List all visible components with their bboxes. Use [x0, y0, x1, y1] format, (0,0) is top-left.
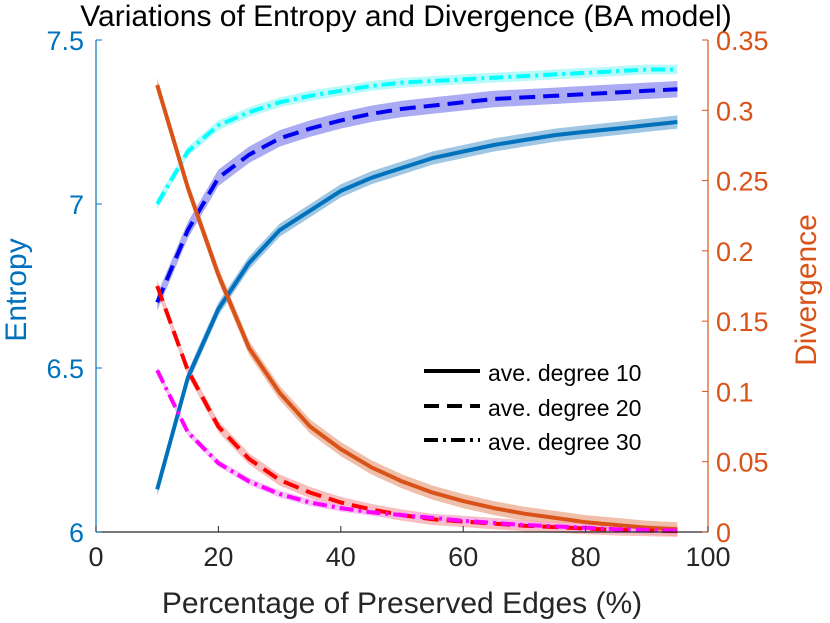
band-entropy-deg20 [157, 81, 678, 311]
line-divergence-deg30 [155, 369, 678, 533]
line-divergence-deg10 [155, 84, 678, 532]
y-right-tick-label: 0.15 [716, 307, 769, 337]
y-left-tick-label: 6 [69, 518, 84, 548]
y-right-tick-label: 0 [716, 518, 731, 548]
y-right-tick-label: 0.35 [716, 26, 769, 56]
y-left-tick-label: 7 [69, 190, 84, 220]
y-right-tick-label: 0.25 [716, 167, 769, 197]
legend-label-deg20: ave. degree 20 [488, 395, 641, 421]
line-entropy-deg30 [155, 67, 678, 206]
y-axis-right-label: Divergence [790, 214, 823, 366]
x-tick-label: 100 [685, 542, 730, 572]
ticks: 0 20 40 60 80 100 6 6.5 7 7.5 0 0.05 0.1 0.15 0.2 0.25 0… [46, 26, 768, 572]
series-lines [155, 67, 678, 534]
legend-label-deg30: ave. degree 30 [488, 429, 641, 455]
x-tick-label: 40 [326, 542, 356, 572]
legend-label-deg10: ave. degree 10 [488, 360, 641, 386]
y-right-tick-label: 0.1 [716, 377, 754, 407]
x-tick-label: 80 [571, 542, 601, 572]
confidence-bands [157, 64, 678, 537]
y-axis-left-label: Entropy [0, 238, 33, 341]
x-tick-label: 0 [88, 542, 103, 572]
axes [95, 40, 709, 533]
x-tick-label: 20 [203, 542, 233, 572]
legend: ave. degree 10 ave. degree 20 ave. degre… [424, 360, 641, 455]
line-entropy-deg20 [155, 87, 678, 304]
y-right-tick-label: 0.2 [716, 237, 754, 267]
chart-title: Variations of Entropy and Divergence (BA… [80, 0, 731, 33]
x-axis-label: Percentage of Preserved Edges (%) [162, 587, 642, 620]
band-divergence-deg10 [157, 78, 678, 537]
x-tick-label: 60 [448, 542, 478, 572]
y-left-tick-label: 6.5 [46, 354, 84, 384]
line-entropy-deg10 [155, 120, 678, 490]
y-left-tick-label: 7.5 [46, 26, 84, 56]
y-right-tick-label: 0.05 [716, 448, 769, 478]
y-right-tick-label: 0.3 [716, 96, 754, 126]
